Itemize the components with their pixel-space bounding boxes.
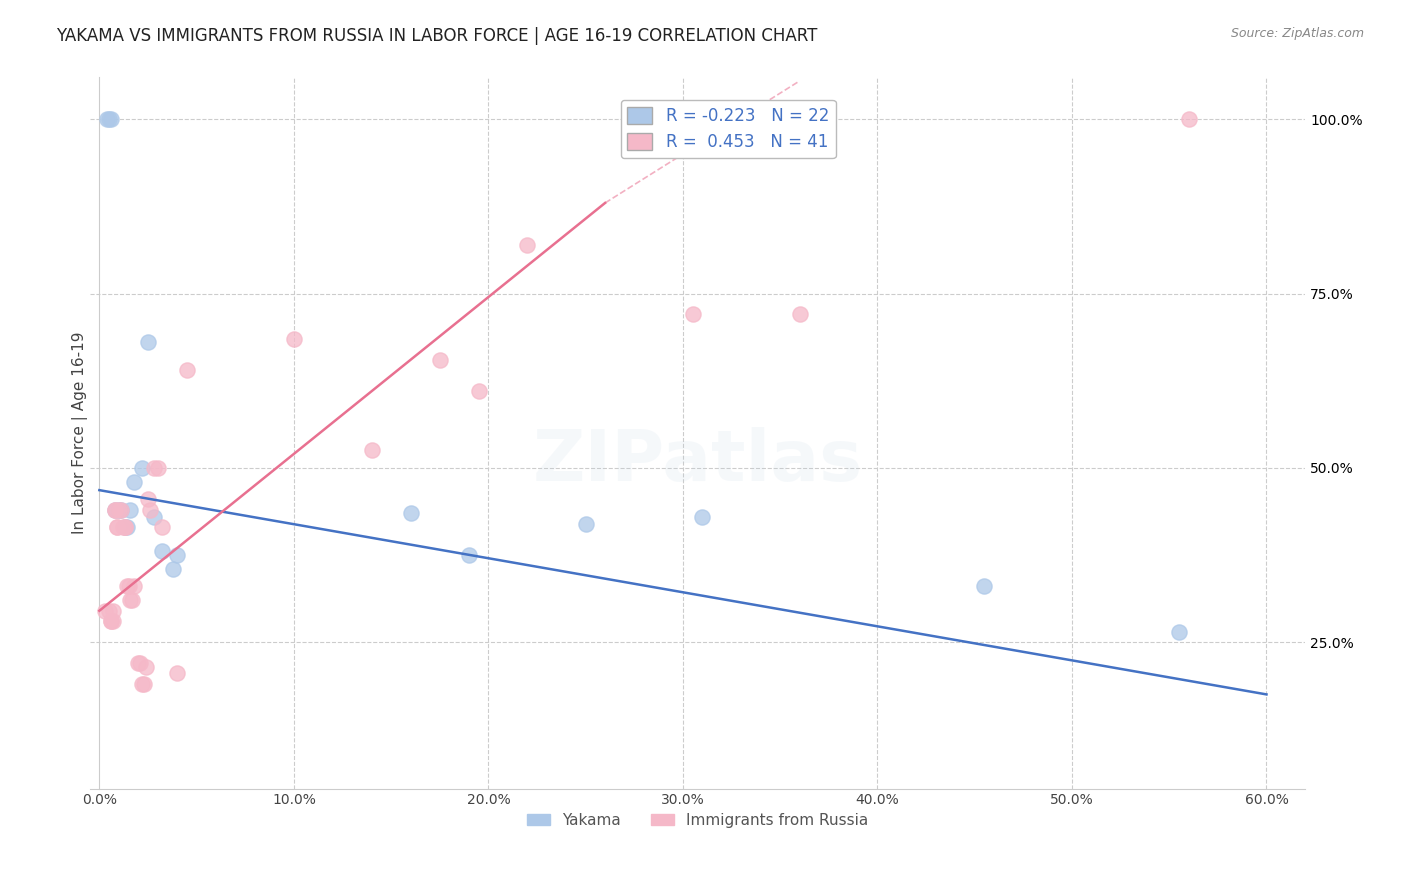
- Point: [142, 509, 165, 524]
- Point: [166, 666, 188, 681]
- Point: [117, 579, 139, 593]
- Point: [114, 520, 136, 534]
- Point: [104, 502, 127, 516]
- Y-axis label: In Labor Force | Age 16-19: In Labor Force | Age 16-19: [72, 332, 89, 534]
- Point: [100, 614, 122, 628]
- Point: [131, 677, 153, 691]
- Point: [146, 460, 169, 475]
- Point: [121, 593, 143, 607]
- Point: [360, 443, 382, 458]
- Point: [96, 112, 118, 127]
- Point: [139, 502, 162, 516]
- Point: [105, 520, 128, 534]
- Point: [136, 335, 159, 350]
- Point: [120, 502, 142, 516]
- Point: [104, 502, 127, 516]
- Text: ZIPatlas: ZIPatlas: [533, 427, 862, 496]
- Point: [575, 516, 598, 531]
- Point: [136, 492, 159, 507]
- Point: [115, 520, 138, 534]
- Point: [114, 520, 136, 534]
- Point: [131, 460, 153, 475]
- Point: [176, 363, 198, 377]
- Point: [101, 604, 124, 618]
- Point: [142, 460, 165, 475]
- Point: [1177, 112, 1199, 127]
- Point: [124, 475, 146, 489]
- Point: [1168, 624, 1191, 639]
- Point: [682, 308, 704, 322]
- Point: [111, 520, 134, 534]
- Point: [730, 112, 752, 127]
- Point: [127, 656, 149, 670]
- Point: [104, 502, 127, 516]
- Point: [283, 332, 305, 346]
- Point: [458, 548, 481, 562]
- Point: [114, 520, 136, 534]
- Point: [429, 352, 451, 367]
- Point: [120, 593, 142, 607]
- Point: [98, 112, 121, 127]
- Point: [789, 308, 811, 322]
- Point: [100, 112, 122, 127]
- Point: [150, 544, 173, 558]
- Legend: Yakama, Immigrants from Russia: Yakama, Immigrants from Russia: [520, 807, 875, 834]
- Text: YAKAMA VS IMMIGRANTS FROM RUSSIA IN LABOR FORCE | AGE 16-19 CORRELATION CHART: YAKAMA VS IMMIGRANTS FROM RUSSIA IN LABO…: [56, 27, 818, 45]
- Point: [98, 604, 121, 618]
- Point: [105, 520, 128, 534]
- Point: [100, 614, 122, 628]
- Point: [692, 509, 714, 524]
- Point: [166, 548, 188, 562]
- Point: [110, 502, 132, 516]
- Point: [115, 579, 138, 593]
- Point: [124, 579, 146, 593]
- Point: [110, 502, 132, 516]
- Point: [129, 656, 152, 670]
- Point: [150, 520, 173, 534]
- Point: [973, 579, 995, 593]
- Text: Source: ZipAtlas.com: Source: ZipAtlas.com: [1230, 27, 1364, 40]
- Point: [101, 614, 124, 628]
- Point: [108, 502, 131, 516]
- Point: [467, 384, 489, 399]
- Point: [108, 502, 131, 516]
- Point: [132, 677, 155, 691]
- Point: [94, 604, 117, 618]
- Point: [135, 659, 157, 673]
- Point: [399, 506, 422, 520]
- Point: [162, 562, 184, 576]
- Point: [516, 237, 538, 252]
